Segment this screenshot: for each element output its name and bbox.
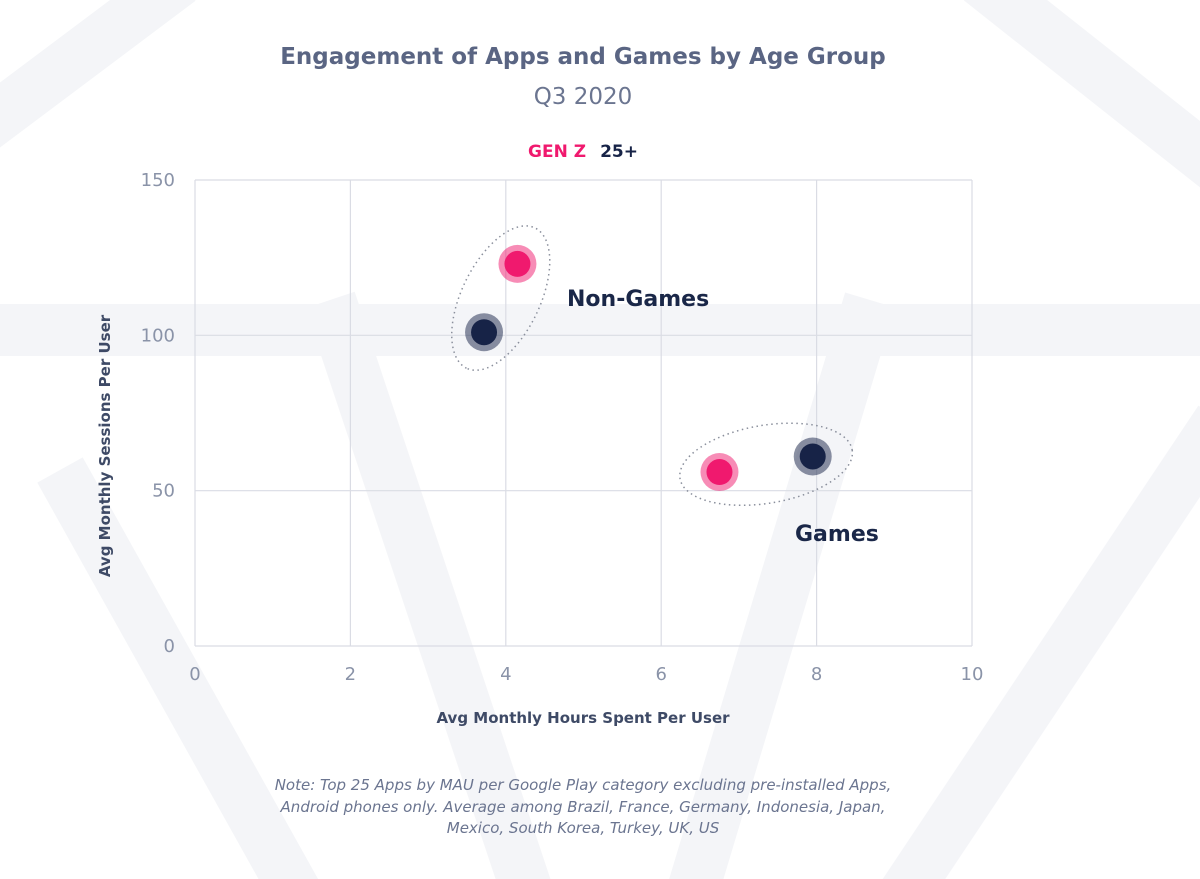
annotation-games: Games	[795, 522, 879, 547]
y-tick-label: 100	[141, 325, 175, 346]
footnote: Note: Top 25 Apps by MAU per Google Play…	[0, 775, 1166, 840]
x-tick-label: 0	[189, 664, 200, 685]
point-25--games	[793, 437, 832, 476]
y-axis-label: Avg Monthly Sessions Per User	[96, 314, 114, 577]
y-tick-label: 0	[164, 636, 175, 657]
point-gen-z-games	[700, 453, 739, 492]
annotation-non-games: Non-Games	[567, 287, 709, 312]
point-marker	[504, 250, 531, 277]
x-axis-ticks: 0 2 4 6 8 10	[189, 664, 983, 685]
x-tick-label: 6	[655, 664, 666, 685]
footnote-line: Mexico, South Korea, Turkey, UK, US	[446, 819, 720, 837]
cluster-outlines	[450, 225, 854, 507]
point-25--non-games	[465, 313, 504, 352]
legend-item-25-plus: 25+	[600, 142, 638, 162]
x-tick-label: 8	[811, 664, 822, 685]
x-tick-label: 2	[345, 664, 356, 685]
cluster-ellipse-non-games	[450, 225, 551, 371]
x-tick-label: 10	[961, 664, 984, 685]
legend-item-gen-z: GEN Z	[528, 142, 587, 162]
grid	[194, 179, 973, 647]
x-tick-label: 4	[500, 664, 511, 685]
point-gen-z-non-games	[498, 244, 537, 283]
point-marker	[706, 459, 733, 486]
y-tick-label: 150	[141, 170, 175, 191]
footnote-line: Note: Top 25 Apps by MAU per Google Play…	[274, 776, 892, 794]
point-marker	[471, 319, 498, 346]
y-tick-label: 50	[152, 481, 175, 502]
y-axis-ticks: 0 50 100 150	[141, 170, 175, 657]
legend: GEN Z 25+	[0, 142, 1166, 162]
footnote-line: Android phones only. Average among Brazi…	[280, 797, 886, 816]
chart-title: Engagement of Apps and Games by Age Grou…	[280, 44, 886, 70]
data-points	[465, 244, 832, 492]
cluster-ellipse-games	[679, 422, 854, 507]
chart-subtitle: Q3 2020	[533, 84, 633, 110]
point-marker	[799, 443, 826, 470]
x-axis-label: Avg Monthly Hours Spent Per User	[436, 709, 730, 727]
